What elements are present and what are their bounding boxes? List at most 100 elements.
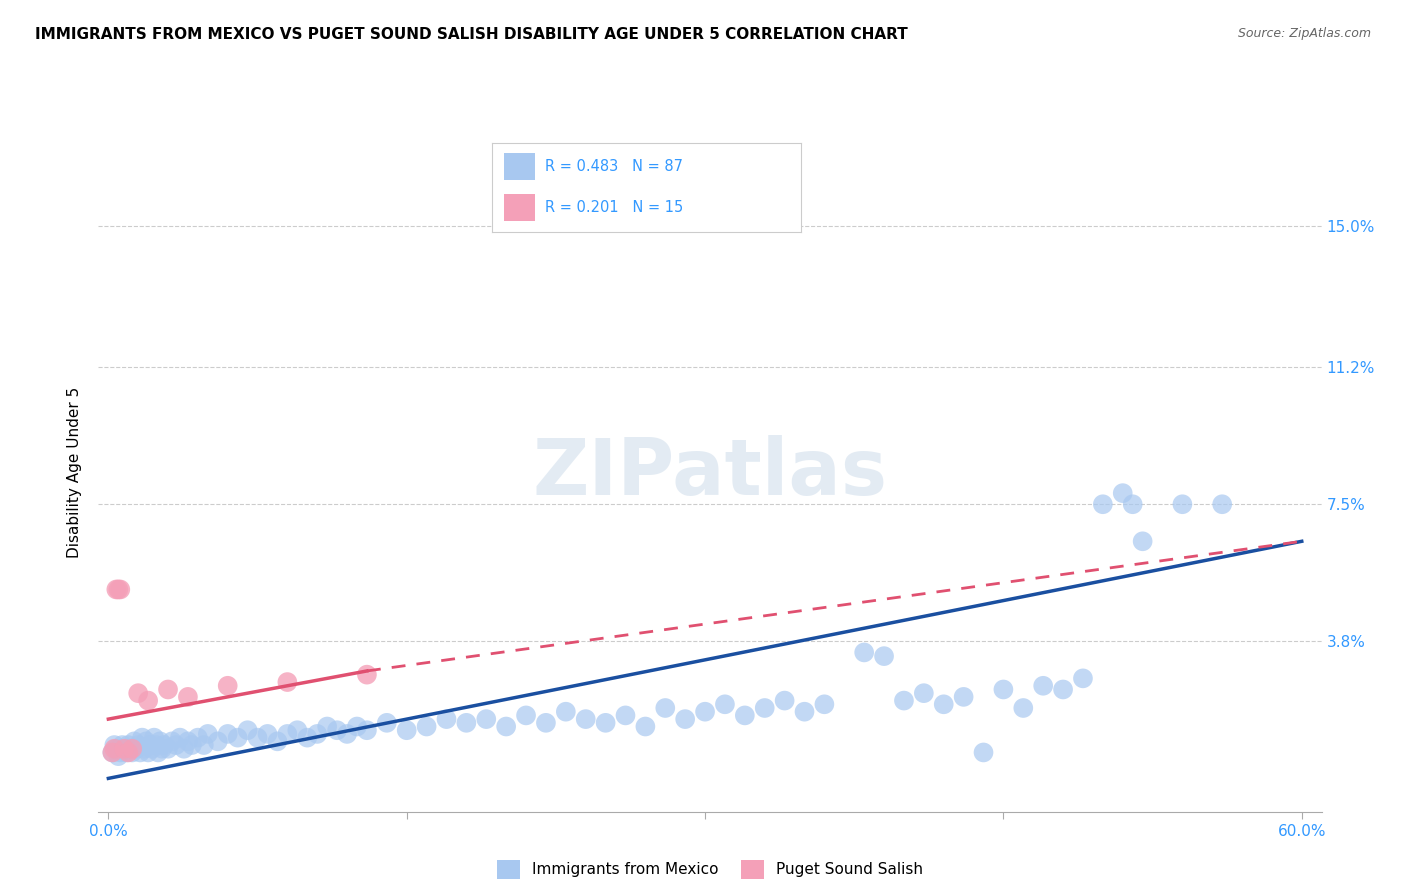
Point (157, 741, 180, 756)
Point (614, 708, 637, 723)
Point (107, 749, 129, 764)
Point (112, 741, 135, 756)
Point (673, 712, 696, 726)
Point (297, 731, 319, 745)
Bar (505, 153, 536, 180)
Point (125, 741, 148, 756)
Point (773, 693, 796, 707)
Point (575, 712, 598, 726)
Point (853, 645, 876, 659)
Point (1032, 679, 1054, 693)
Point (105, 741, 128, 756)
Point (112, 741, 135, 756)
Point (101, 746, 124, 760)
Point (1171, 497, 1194, 511)
Point (1012, 701, 1035, 715)
Point (146, 746, 169, 760)
Point (236, 723, 259, 738)
Point (103, 738, 125, 752)
Point (276, 727, 298, 741)
Point (326, 723, 349, 738)
Point (1052, 682, 1074, 697)
Point (754, 701, 776, 715)
Point (136, 746, 159, 760)
Point (654, 701, 676, 715)
Point (153, 738, 176, 752)
Point (111, 738, 134, 752)
Point (893, 693, 915, 707)
Point (276, 675, 298, 690)
Point (150, 741, 173, 756)
Point (356, 723, 378, 738)
Point (177, 690, 200, 704)
Point (110, 582, 132, 597)
Point (103, 741, 125, 756)
Point (160, 734, 183, 748)
Point (1132, 534, 1154, 549)
Point (1091, 497, 1114, 511)
Point (395, 723, 418, 738)
Point (693, 705, 716, 719)
Point (793, 705, 815, 719)
Point (197, 727, 219, 741)
Point (256, 727, 278, 741)
Text: ZIPatlas: ZIPatlas (533, 434, 887, 511)
Point (143, 731, 166, 745)
Point (285, 723, 308, 738)
Point (993, 682, 1015, 697)
Point (873, 649, 896, 664)
Point (169, 731, 191, 745)
Point (149, 734, 172, 748)
Point (217, 727, 239, 741)
Point (375, 715, 398, 730)
Text: R = 0.483   N = 87: R = 0.483 N = 87 (544, 160, 683, 174)
Text: Source: ZipAtlas.com: Source: ZipAtlas.com (1237, 27, 1371, 40)
Point (180, 738, 202, 752)
Point (117, 738, 139, 752)
Point (187, 731, 209, 745)
Point (932, 698, 955, 712)
Point (177, 734, 200, 748)
Point (101, 746, 124, 760)
Point (554, 705, 576, 719)
Point (634, 719, 657, 733)
Point (1211, 497, 1233, 511)
Point (714, 698, 737, 712)
Point (307, 727, 329, 741)
Point (456, 715, 478, 730)
Point (136, 693, 159, 707)
Point (595, 715, 617, 730)
Point (356, 667, 378, 681)
Point (952, 690, 974, 704)
Legend: Immigrants from Mexico, Puget Sound Salish: Immigrants from Mexico, Puget Sound Sali… (496, 860, 924, 879)
Point (135, 734, 157, 748)
Point (534, 715, 557, 730)
Point (122, 734, 145, 748)
Point (813, 698, 835, 712)
Point (436, 712, 458, 726)
Point (207, 734, 229, 748)
Point (226, 731, 249, 745)
Text: IMMIGRANTS FROM MEXICO VS PUGET SOUND SALISH DISABILITY AGE UNDER 5 CORRELATION : IMMIGRANTS FROM MEXICO VS PUGET SOUND SA… (35, 27, 908, 42)
Point (495, 719, 517, 733)
Point (973, 746, 995, 760)
Point (129, 746, 152, 760)
Point (515, 708, 537, 723)
Point (134, 741, 156, 756)
Point (336, 727, 359, 741)
Point (912, 686, 935, 700)
Point (475, 712, 498, 726)
Point (193, 738, 215, 752)
Point (246, 731, 269, 745)
Point (121, 741, 143, 756)
Point (107, 582, 129, 597)
Point (105, 582, 128, 597)
Point (217, 679, 239, 693)
Point (415, 719, 437, 733)
Point (165, 738, 187, 752)
Point (1122, 497, 1144, 511)
Point (117, 746, 139, 760)
Point (139, 738, 162, 752)
Point (734, 708, 756, 723)
Point (121, 746, 143, 760)
